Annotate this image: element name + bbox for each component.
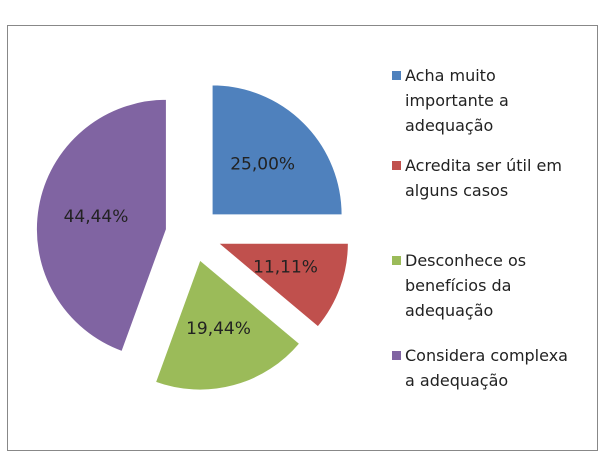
slice-label: 19,44% bbox=[186, 319, 251, 339]
slice-label: 25,00% bbox=[230, 154, 295, 174]
pie-slice bbox=[35, 98, 167, 353]
legend-entry: Acha muito importante a adequação bbox=[392, 63, 592, 138]
legend-swatch bbox=[392, 71, 401, 80]
legend-label: Acha muito importante a adequação bbox=[405, 66, 509, 135]
chart-border bbox=[7, 25, 598, 451]
legend-label: Considera complexa a adequação bbox=[405, 346, 568, 390]
legend-entry: Considera complexa a adequação bbox=[392, 343, 592, 393]
legend-label: Desconhece os benefícios da adequação bbox=[405, 251, 527, 320]
slice-label: 44,44% bbox=[64, 207, 129, 227]
legend-swatch bbox=[392, 256, 401, 265]
pie-slice bbox=[216, 242, 349, 328]
pie-slice bbox=[211, 84, 343, 216]
legend-entry: Acredita ser útil em alguns casos bbox=[392, 153, 592, 203]
slice-label: 11,11% bbox=[253, 258, 318, 278]
legend-swatch bbox=[392, 161, 401, 170]
legend-label: Acredita ser útil em alguns casos bbox=[405, 156, 562, 200]
pie-slice bbox=[154, 259, 301, 391]
legend-swatch bbox=[392, 351, 401, 360]
legend-entry: Desconhece os benefícios da adequação bbox=[392, 248, 592, 323]
